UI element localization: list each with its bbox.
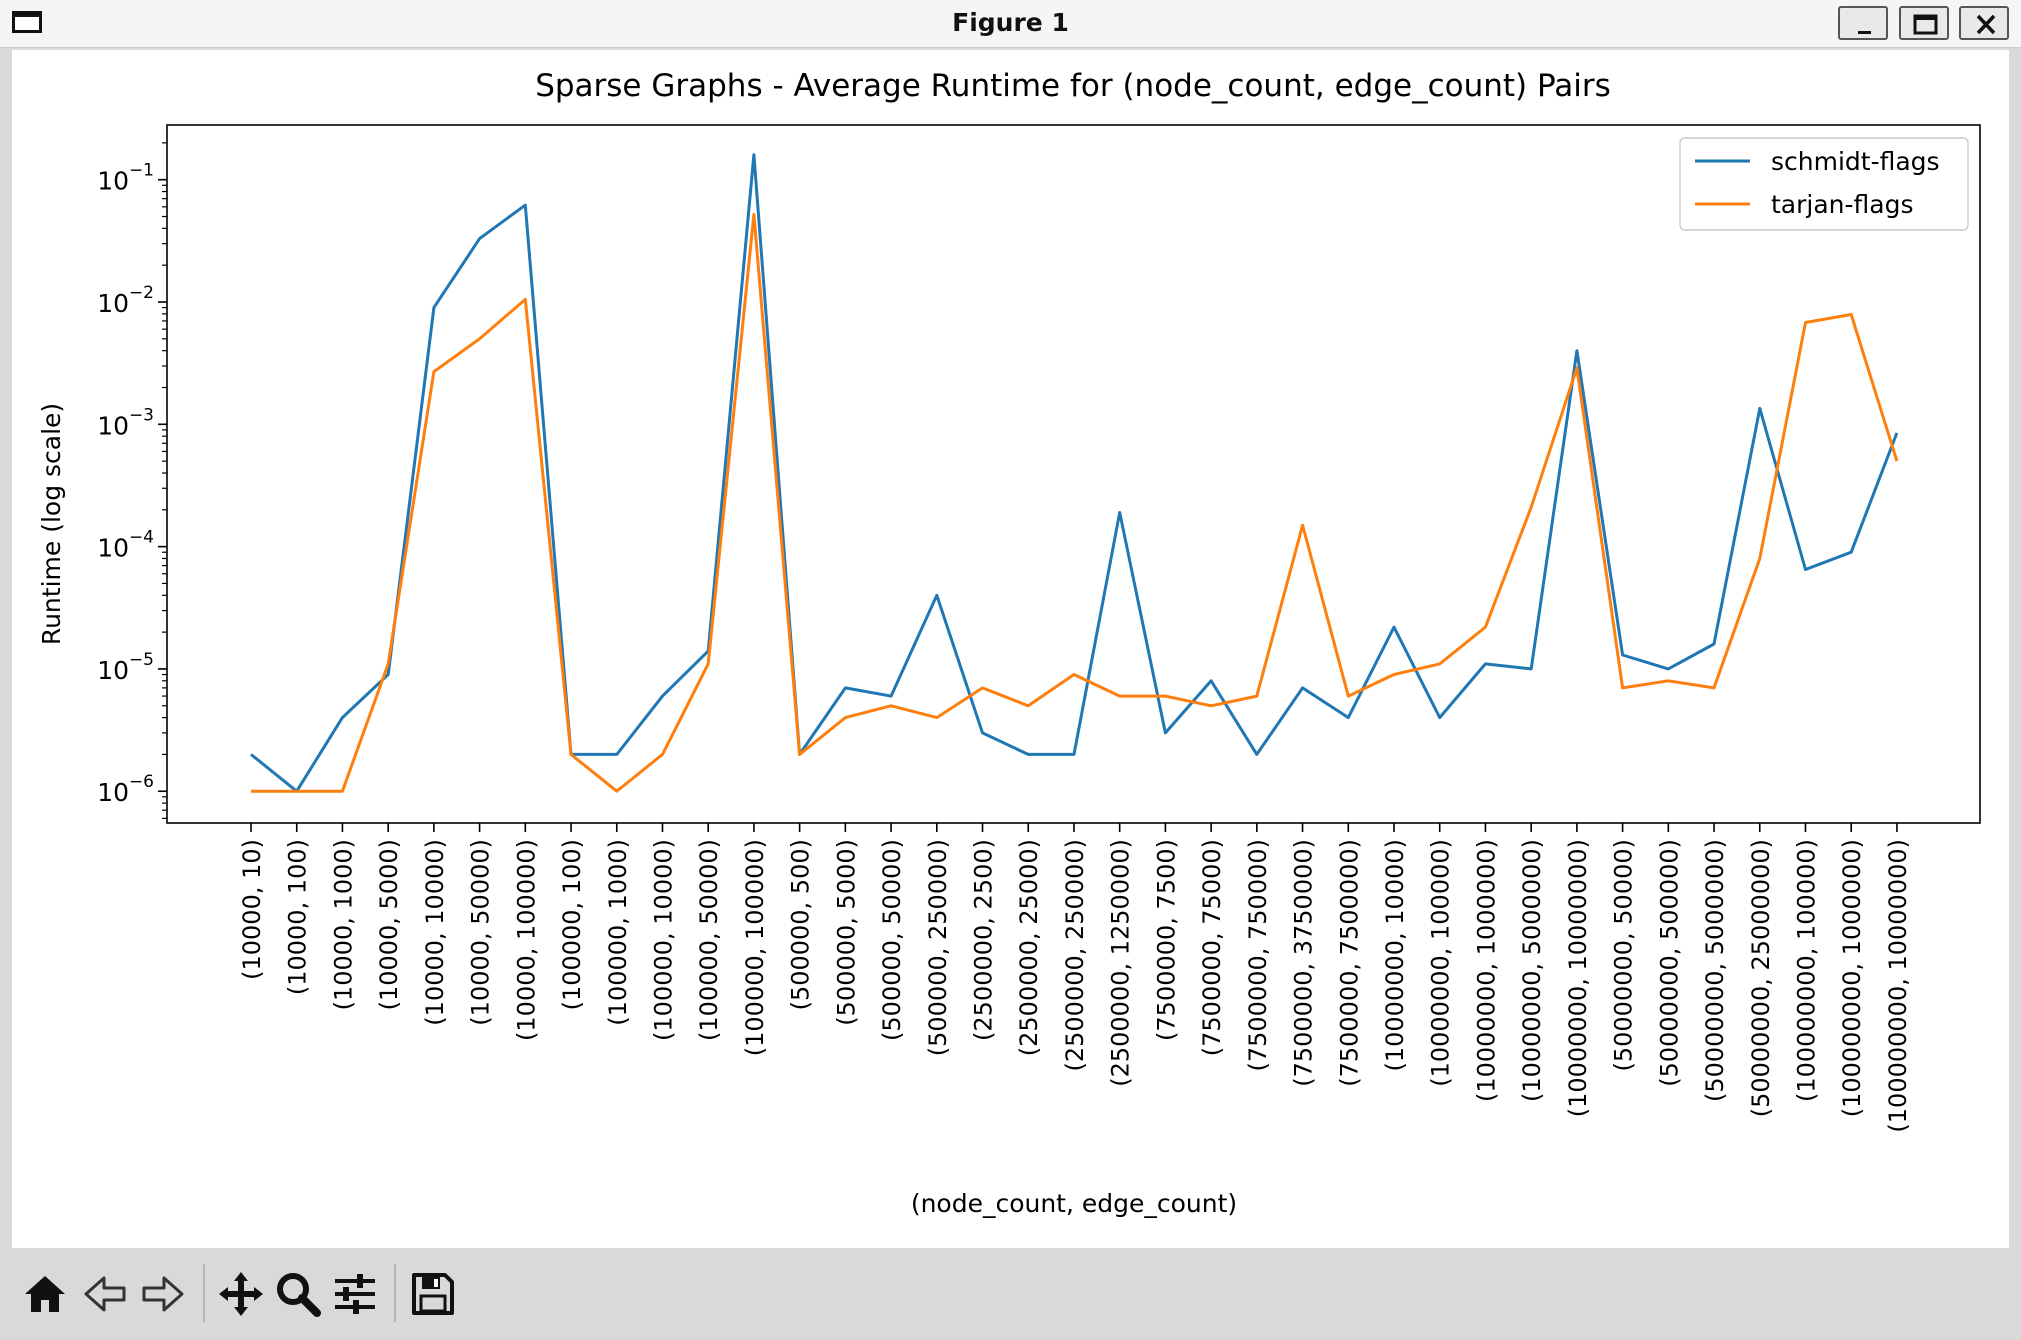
toolbar-separator bbox=[394, 1264, 396, 1322]
save-button[interactable] bbox=[407, 1268, 459, 1320]
close-button[interactable] bbox=[1959, 6, 2009, 40]
x-tick-label: (10000, 50000) bbox=[467, 839, 495, 1026]
home-button[interactable] bbox=[19, 1268, 71, 1320]
y-tick-exponent: −2 bbox=[129, 283, 154, 303]
x-tick-label: (2500000, 1250000) bbox=[1107, 839, 1135, 1087]
legend: schmidt-flags tarjan-flags bbox=[1679, 137, 1969, 231]
chart-title: Sparse Graphs - Average Runtime for (nod… bbox=[535, 68, 1611, 104]
window-icon bbox=[12, 11, 42, 33]
y-tick-label: 10 bbox=[97, 534, 129, 563]
x-tick-label: (50000000, 50000) bbox=[1610, 839, 1638, 1072]
line-chart: Sparse Graphs - Average Runtime for (nod… bbox=[37, 68, 1981, 1218]
back-button[interactable] bbox=[80, 1268, 132, 1320]
maximize-button[interactable] bbox=[1899, 6, 1949, 40]
y-tick-label: 10 bbox=[97, 778, 129, 807]
maximize-icon bbox=[1913, 14, 1938, 35]
minimize-icon bbox=[1858, 31, 1871, 34]
x-tick-label: (100000000, 1000000) bbox=[1838, 839, 1866, 1117]
y-tick-exponent: −1 bbox=[129, 161, 154, 181]
x-tick-label: (10000, 100000) bbox=[512, 839, 540, 1041]
back-arrow-icon bbox=[84, 1276, 126, 1312]
x-tick-label: (10000000, 100000) bbox=[1427, 839, 1455, 1087]
y-tick-label: 10 bbox=[97, 656, 129, 685]
series-line-tarjan-flags bbox=[251, 212, 1899, 793]
toolbar-separator bbox=[203, 1264, 205, 1322]
x-tick-label: (7500000, 7500) bbox=[1152, 839, 1180, 1041]
x-tick-label: (2500000, 2500) bbox=[970, 839, 998, 1041]
x-tick-label: (10000000, 1000000) bbox=[1472, 839, 1500, 1102]
pan-button[interactable] bbox=[215, 1268, 267, 1320]
x-tick-label: (100000, 1000) bbox=[604, 839, 632, 1026]
x-tick-label: (7500000, 750000) bbox=[1244, 839, 1272, 1072]
y-tick-exponent: −4 bbox=[129, 528, 154, 548]
x-tick-label: (7500000, 7500000) bbox=[1335, 839, 1363, 1087]
pan-icon bbox=[219, 1272, 263, 1316]
series-lines bbox=[250, 153, 1899, 793]
x-tick-label: (100000, 100) bbox=[558, 839, 586, 1010]
x-tick-label: (10000, 100) bbox=[284, 839, 312, 995]
configure-subplots-button[interactable] bbox=[329, 1268, 381, 1320]
x-tick-label: (100000, 100000) bbox=[741, 839, 769, 1056]
x-axis-ticks: (10000, 10) (10000, 100) (10000, 1000) (100… bbox=[238, 823, 1912, 1133]
window-titlebar: Figure 1 bbox=[0, 0, 2021, 48]
plot-area-frame bbox=[166, 124, 1981, 824]
x-tick-label: (100000000, 100000) bbox=[1792, 839, 1820, 1102]
x-tick-label: (500000, 50000) bbox=[878, 839, 906, 1041]
y-tick-label: 10 bbox=[97, 411, 129, 440]
zoom-button[interactable] bbox=[272, 1268, 324, 1320]
legend-label-tarjan-flags: tarjan-flags bbox=[1771, 190, 1914, 219]
x-tick-label: (100000, 10000) bbox=[649, 839, 677, 1041]
x-tick-label: (500000, 5000) bbox=[832, 839, 860, 1026]
legend-box bbox=[1679, 137, 1969, 231]
x-tick-label: (10000, 10) bbox=[238, 839, 266, 980]
y-axis-label: Runtime (log scale) bbox=[37, 403, 66, 645]
x-tick-label: (50000000, 500000) bbox=[1655, 839, 1683, 1087]
x-tick-label: (2500000, 250000) bbox=[1061, 839, 1089, 1072]
x-tick-label: (10000000, 5000000) bbox=[1518, 839, 1546, 1102]
x-axis-label: (node_count, edge_count) bbox=[911, 1189, 1237, 1218]
series-line-schmidt-flags bbox=[250, 153, 1899, 793]
x-tick-label: (500000, 500) bbox=[787, 839, 815, 1010]
save-icon bbox=[412, 1273, 454, 1315]
y-tick-exponent: −5 bbox=[129, 650, 154, 670]
x-tick-label: (2500000, 25000) bbox=[1015, 839, 1043, 1056]
close-icon bbox=[1976, 14, 1996, 35]
y-tick-exponent: −6 bbox=[129, 772, 154, 792]
home-icon bbox=[25, 1276, 65, 1312]
configure-subplots-icon bbox=[335, 1274, 375, 1314]
x-tick-label: (10000, 10000) bbox=[421, 839, 449, 1026]
figure-canvas[interactable]: Sparse Graphs - Average Runtime for (nod… bbox=[12, 50, 2009, 1248]
x-tick-label: (10000000, 10000) bbox=[1381, 839, 1409, 1072]
y-tick-label: 10 bbox=[97, 289, 129, 318]
x-tick-label: (500000, 250000) bbox=[924, 839, 952, 1056]
x-tick-label: (10000, 5000) bbox=[375, 839, 403, 1010]
x-tick-label: (10000000, 10000000) bbox=[1564, 839, 1592, 1117]
window-title: Figure 1 bbox=[952, 8, 1069, 37]
y-tick-label: 10 bbox=[97, 167, 129, 196]
x-tick-label: (100000000, 10000000) bbox=[1884, 839, 1912, 1133]
navigation-toolbar bbox=[0, 1250, 2021, 1336]
forward-button[interactable] bbox=[136, 1268, 188, 1320]
legend-label-schmidt-flags: schmidt-flags bbox=[1771, 147, 1940, 176]
x-tick-label: (50000000, 25000000) bbox=[1747, 839, 1775, 1117]
forward-arrow-icon bbox=[142, 1276, 184, 1312]
zoom-icon bbox=[277, 1273, 321, 1317]
y-axis-ticks: 10−610−510−410−310−210−1 bbox=[97, 142, 167, 819]
x-tick-label: (7500000, 3750000) bbox=[1290, 839, 1318, 1087]
y-tick-exponent: −3 bbox=[129, 405, 154, 425]
x-tick-label: (7500000, 75000) bbox=[1198, 839, 1226, 1056]
minimize-button[interactable] bbox=[1838, 6, 1888, 40]
x-tick-label: (50000000, 5000000) bbox=[1701, 839, 1729, 1102]
x-tick-label: (10000, 1000) bbox=[329, 839, 357, 1010]
x-tick-label: (100000, 50000) bbox=[695, 839, 723, 1041]
